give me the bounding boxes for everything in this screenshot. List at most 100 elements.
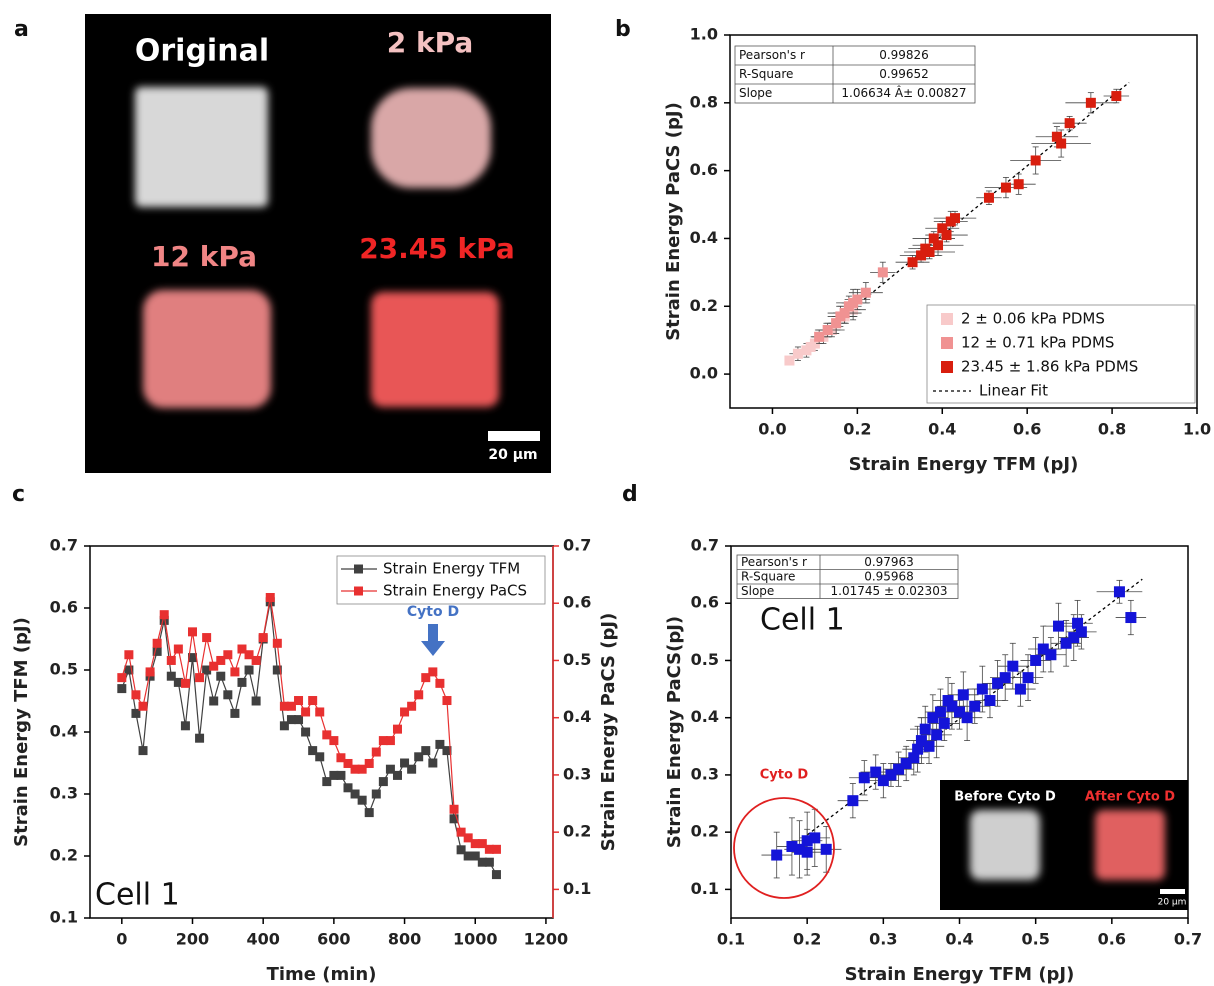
- point: [442, 696, 451, 705]
- point: [372, 790, 381, 799]
- stats-value: 0.99826: [879, 48, 929, 62]
- legend-label: Strain Energy PaCS: [383, 582, 527, 600]
- figure: a b c d Original 2 kPa 12 kPa 23.45 kPa …: [0, 0, 1214, 986]
- panel-label: c: [12, 482, 25, 507]
- y2-tick-label: 0.1: [563, 879, 591, 898]
- series-line: [122, 598, 497, 850]
- x-axis-label: Strain Energy TFM (pJ): [849, 454, 1079, 475]
- x-tick-label: 0.1: [717, 930, 745, 949]
- point: [821, 844, 832, 855]
- point: [1125, 612, 1136, 623]
- point: [1053, 621, 1064, 632]
- stats-key: R-Square: [739, 67, 793, 81]
- pattern-12kpa: [143, 290, 271, 408]
- point: [414, 690, 423, 699]
- point: [237, 678, 246, 687]
- point: [315, 707, 324, 716]
- panel-label: a: [14, 17, 29, 42]
- y-tick-label: 0.1: [50, 908, 78, 927]
- y2-tick-label: 0.6: [563, 593, 591, 612]
- inset-label: After Cyto D: [1085, 790, 1175, 805]
- x-tick-label: 600: [317, 930, 350, 949]
- point: [301, 707, 310, 716]
- x-tick-label: 0: [116, 930, 127, 949]
- chart: 0.10.20.30.40.50.60.70.10.20.30.40.50.60…: [664, 536, 1202, 986]
- x-tick-label: 0.2: [843, 420, 871, 439]
- point: [1086, 98, 1096, 108]
- point: [1007, 661, 1018, 672]
- point: [1031, 155, 1041, 165]
- point: [935, 706, 946, 717]
- point: [407, 765, 416, 774]
- chart: 0200400600800100012000.10.20.30.40.50.60…: [11, 536, 619, 986]
- point: [1015, 684, 1026, 695]
- point: [259, 633, 268, 642]
- y-tick-label: 0.7: [50, 536, 78, 555]
- point: [139, 746, 148, 755]
- annotation: Cell 1: [95, 878, 180, 913]
- y-axis-label: Strain Energy PaCS (pJ): [663, 102, 684, 341]
- stats-key: Slope: [739, 86, 772, 100]
- annotation: Cyto D: [407, 604, 459, 620]
- stats-value: 0.99652: [879, 67, 929, 81]
- y2-tick-label: 0.2: [563, 822, 591, 841]
- inset-after: [1095, 810, 1165, 880]
- y-tick-label: 0.6: [691, 593, 719, 612]
- point: [336, 771, 345, 780]
- y-tick-label: 0.5: [691, 650, 719, 669]
- point: [958, 689, 969, 700]
- point: [859, 772, 870, 783]
- point: [131, 690, 140, 699]
- x-tick-label: 0.2: [793, 930, 821, 949]
- point: [809, 832, 820, 843]
- point: [230, 709, 239, 718]
- stats-value: 0.97963: [864, 555, 914, 569]
- x-tick-label: 0.3: [869, 930, 897, 949]
- legend-marker: [354, 565, 363, 574]
- legend-label: Linear Fit: [979, 382, 1048, 400]
- point: [933, 240, 943, 250]
- point: [124, 650, 133, 659]
- y-tick-label: 1.0: [690, 25, 718, 44]
- annotation-circle: [734, 798, 834, 898]
- point: [1114, 586, 1125, 597]
- image-label: 12 kPa: [151, 240, 257, 273]
- point: [969, 701, 980, 712]
- scale-bar-label: 20 µm: [488, 447, 537, 463]
- y-tick-label: 0.7: [691, 536, 719, 555]
- image-label: Original: [135, 34, 269, 69]
- y-tick-label: 0.3: [50, 784, 78, 803]
- stats-value: 0.95968: [864, 569, 914, 583]
- panel-label: d: [622, 482, 638, 507]
- x-axis-label: Time (min): [267, 964, 377, 985]
- point: [1001, 183, 1011, 193]
- x-tick-label: 0.4: [928, 420, 956, 439]
- point: [1045, 649, 1056, 660]
- point: [358, 796, 367, 805]
- legend-label: 23.45 ± 1.86 kPa PDMS: [961, 358, 1138, 376]
- y-tick-label: 0.6: [690, 160, 718, 179]
- point: [1056, 139, 1066, 149]
- x-tick-label: 0.0: [758, 420, 786, 439]
- point: [847, 795, 858, 806]
- x-tick-label: 1200: [524, 930, 569, 949]
- point: [252, 656, 261, 665]
- point: [294, 696, 303, 705]
- x-tick-label: 0.8: [1098, 420, 1126, 439]
- point: [117, 684, 126, 693]
- x-tick-label: 1000: [453, 930, 498, 949]
- pattern-original: [135, 87, 268, 207]
- inset-image: Before Cyto D After Cyto D 20 µm: [940, 780, 1188, 910]
- y-tick-label: 0.2: [690, 296, 718, 315]
- pattern-2kpa: [371, 88, 491, 188]
- y2-axis-label: Strain Energy PaCS (pJ): [598, 613, 619, 852]
- point: [428, 667, 437, 676]
- x-tick-label: 0.6: [1013, 420, 1041, 439]
- y-tick-label: 0.2: [691, 822, 719, 841]
- stats-key: Slope: [741, 584, 774, 598]
- scale-bar: [488, 431, 540, 441]
- point: [802, 847, 813, 858]
- point: [308, 696, 317, 705]
- inset-scale-label: 20 µm: [1158, 898, 1187, 908]
- point: [450, 805, 459, 814]
